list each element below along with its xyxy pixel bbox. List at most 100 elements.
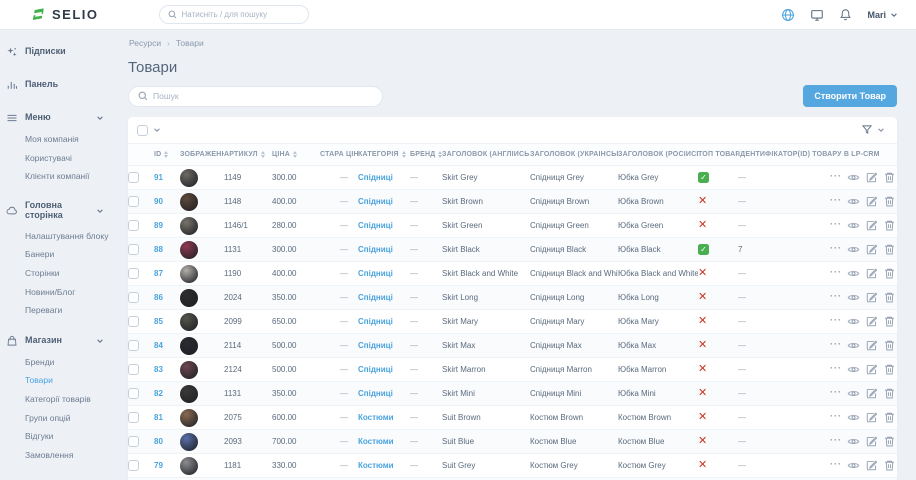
sidebar-subitem[interactable]: Товари (25, 375, 53, 386)
product-image[interactable] (180, 192, 198, 211)
row-checkbox[interactable] (128, 268, 139, 279)
view-icon[interactable] (847, 435, 860, 448)
sidebar-subitem[interactable]: Новини/Блог (25, 286, 76, 297)
product-image[interactable] (180, 360, 198, 379)
row-checkbox[interactable] (128, 412, 139, 423)
bell-icon[interactable] (838, 7, 853, 22)
more-icon[interactable]: ··· (830, 363, 842, 373)
filter-icon[interactable] (861, 124, 873, 136)
product-image[interactable] (180, 432, 198, 451)
globe-icon[interactable] (780, 7, 795, 22)
category-link[interactable]: Костюми (358, 461, 394, 470)
row-checkbox[interactable] (128, 316, 139, 327)
sort-icon[interactable] (292, 151, 297, 158)
view-icon[interactable] (847, 219, 860, 232)
edit-icon[interactable] (865, 219, 878, 232)
category-link[interactable]: Костюми (358, 437, 394, 446)
product-id-link[interactable]: 88 (154, 245, 163, 254)
product-id-link[interactable]: 85 (154, 317, 163, 326)
edit-icon[interactable] (865, 243, 878, 256)
edit-icon[interactable] (865, 363, 878, 376)
category-link[interactable]: Спідниці (358, 221, 393, 230)
view-icon[interactable] (847, 243, 860, 256)
sidebar-item-menu[interactable]: Меню (4, 106, 120, 130)
product-id-link[interactable]: 90 (154, 197, 163, 206)
view-icon[interactable] (847, 291, 860, 304)
product-id-link[interactable]: 91 (154, 173, 163, 182)
product-image[interactable] (180, 168, 198, 187)
more-icon[interactable]: ··· (830, 243, 842, 253)
view-icon[interactable] (847, 363, 860, 376)
more-icon[interactable]: ··· (830, 339, 842, 349)
app-logo[interactable]: SELIO (30, 7, 99, 23)
more-icon[interactable]: ··· (830, 267, 842, 277)
select-menu-chevron-icon[interactable] (153, 126, 161, 134)
sidebar-subitem[interactable]: Сторінки (25, 267, 60, 278)
row-checkbox[interactable] (128, 196, 139, 207)
edit-icon[interactable] (865, 171, 878, 184)
view-icon[interactable] (847, 459, 860, 472)
more-icon[interactable]: ··· (830, 411, 842, 421)
edit-icon[interactable] (865, 339, 878, 352)
column-header-price[interactable]: ЦІНА (272, 151, 320, 158)
delete-icon[interactable] (883, 387, 896, 400)
delete-icon[interactable] (883, 195, 896, 208)
delete-icon[interactable] (883, 339, 896, 352)
product-image[interactable] (180, 336, 198, 355)
sidebar-subitem[interactable]: Користувачі (25, 152, 72, 163)
more-icon[interactable]: ··· (830, 387, 842, 397)
sidebar-subitem[interactable]: Групи опцій (25, 412, 71, 423)
sidebar-subitem[interactable]: Замовлення (25, 449, 74, 460)
sort-icon[interactable] (260, 151, 265, 158)
product-id-link[interactable]: 82 (154, 389, 163, 398)
product-image[interactable] (180, 264, 198, 283)
products-search-input[interactable] (153, 91, 373, 101)
sidebar-subitem[interactable]: Категорії товарів (25, 394, 91, 405)
monitor-icon[interactable] (809, 7, 824, 22)
edit-icon[interactable] (865, 387, 878, 400)
delete-icon[interactable] (883, 267, 896, 280)
product-id-link[interactable]: 87 (154, 269, 163, 278)
view-icon[interactable] (847, 339, 860, 352)
delete-icon[interactable] (883, 171, 896, 184)
column-header-category[interactable]: КАТЕГОРІЯ (358, 151, 410, 158)
column-header-sku[interactable]: АРТИКУЛ (224, 151, 272, 158)
sort-icon[interactable] (438, 151, 442, 158)
product-image[interactable] (180, 312, 198, 331)
edit-icon[interactable] (865, 267, 878, 280)
view-icon[interactable] (847, 267, 860, 280)
column-header-id[interactable]: ID (154, 151, 180, 158)
category-link[interactable]: Спідниці (358, 341, 393, 350)
more-icon[interactable]: ··· (830, 171, 842, 181)
product-id-link[interactable]: 86 (154, 293, 163, 302)
category-link[interactable]: Спідниці (358, 317, 393, 326)
row-checkbox[interactable] (128, 364, 139, 375)
delete-icon[interactable] (883, 411, 896, 424)
product-image[interactable] (180, 216, 198, 235)
user-menu[interactable]: Mari (867, 10, 898, 20)
sidebar-item-shop[interactable]: Магазин (4, 329, 120, 353)
delete-icon[interactable] (883, 291, 896, 304)
row-checkbox[interactable] (128, 436, 139, 447)
row-checkbox[interactable] (128, 172, 139, 183)
sidebar-subitem[interactable]: Налаштування блоку (25, 230, 109, 241)
more-icon[interactable]: ··· (830, 459, 842, 469)
sidebar-subitem[interactable]: Моя компанія (25, 134, 79, 144)
view-icon[interactable] (847, 171, 860, 184)
edit-icon[interactable] (865, 291, 878, 304)
breadcrumb-products[interactable]: Товари (175, 38, 204, 48)
product-id-link[interactable]: 81 (154, 413, 163, 422)
category-link[interactable]: Спідниці (358, 245, 393, 254)
product-id-link[interactable]: 84 (154, 341, 163, 350)
edit-icon[interactable] (865, 435, 878, 448)
view-icon[interactable] (847, 387, 860, 400)
select-all-checkbox[interactable] (137, 124, 148, 136)
breadcrumb-resources[interactable]: Ресурси (129, 38, 162, 48)
row-checkbox[interactable] (128, 220, 139, 231)
product-image[interactable] (180, 408, 198, 427)
more-icon[interactable]: ··· (830, 291, 842, 301)
global-search[interactable] (158, 5, 309, 24)
sidebar-item-dashboard[interactable]: Панель (4, 73, 120, 97)
product-image[interactable] (180, 288, 198, 307)
category-link[interactable]: Спідниці (358, 173, 393, 182)
